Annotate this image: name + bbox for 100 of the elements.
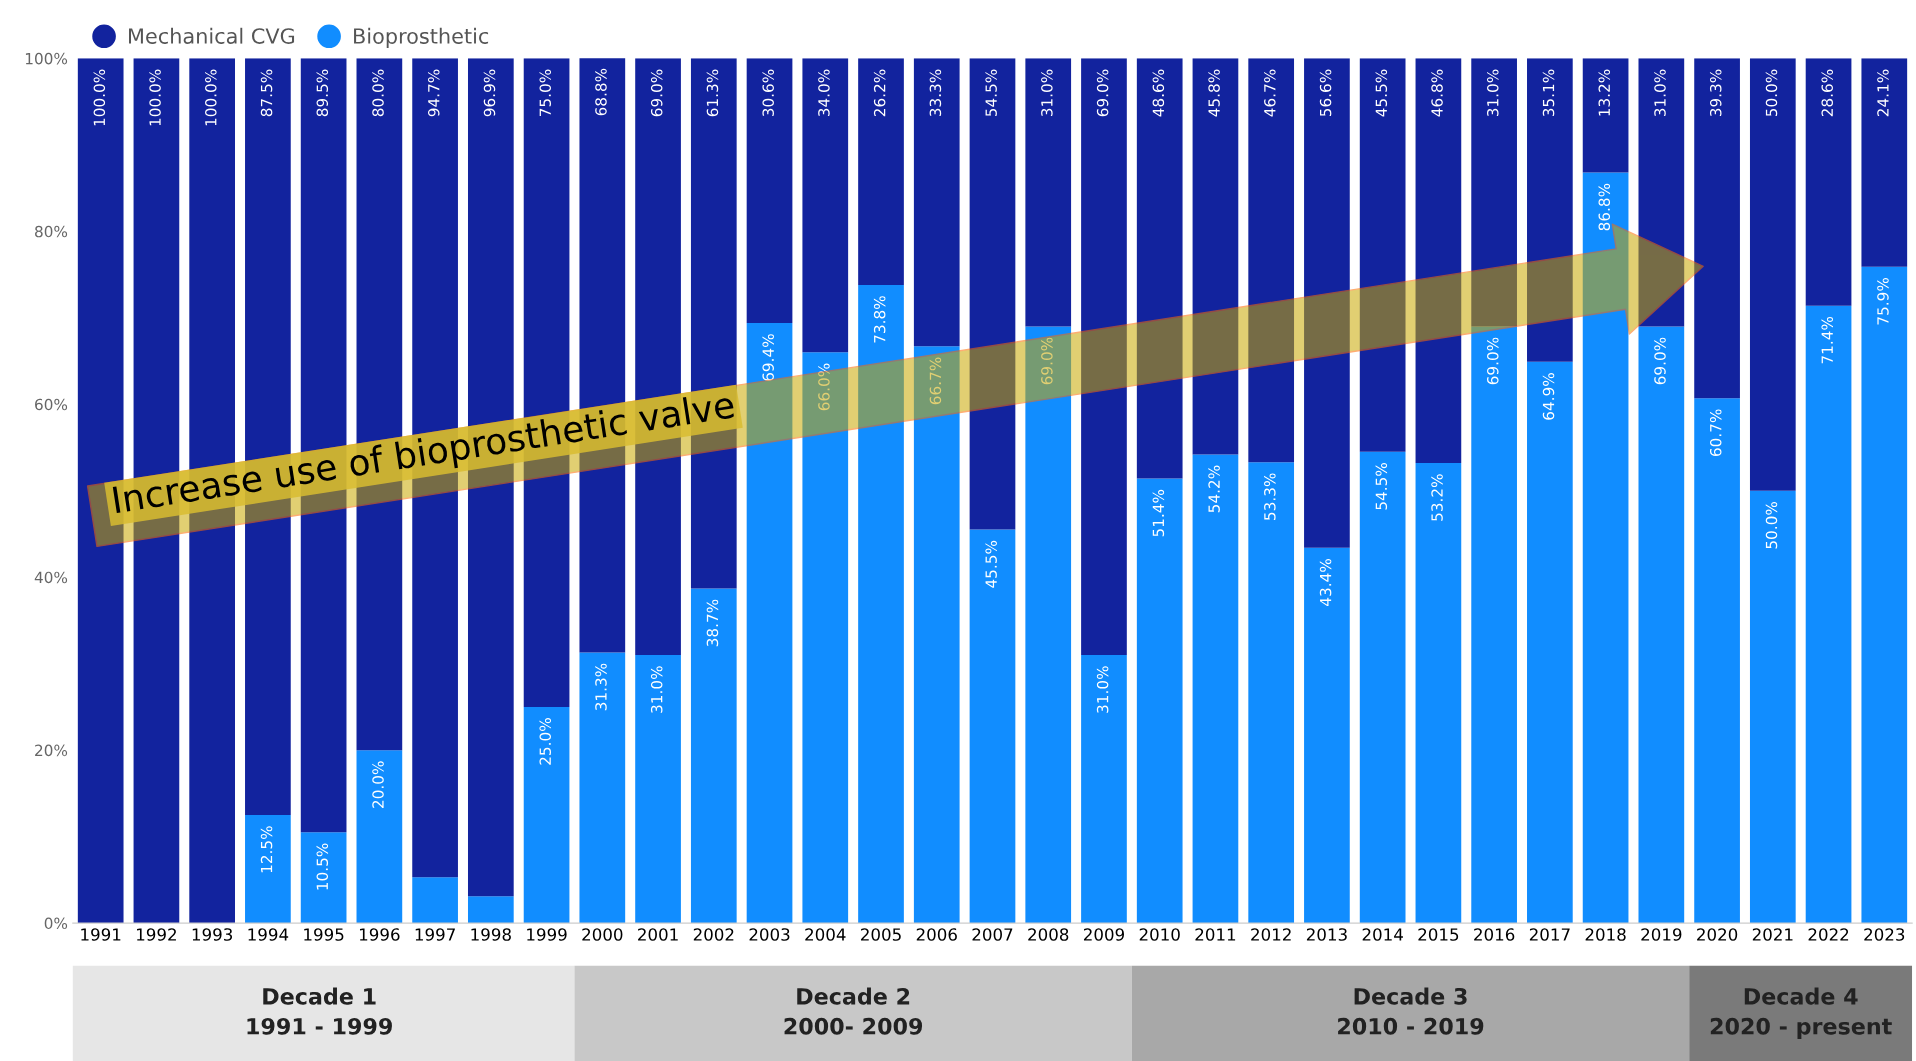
x-tick-label: 2014 bbox=[1362, 928, 1403, 941]
y-tick-label: 0% bbox=[44, 917, 68, 930]
data-label: 61.3% bbox=[706, 69, 719, 117]
x-tick-label: 1993 bbox=[192, 928, 233, 941]
y-tick-label: 80% bbox=[35, 225, 68, 238]
data-label: 54.5% bbox=[1375, 463, 1388, 510]
data-label: 48.6% bbox=[1152, 69, 1165, 117]
x-tick-label: 2003 bbox=[749, 928, 790, 941]
x-tick-label: 2001 bbox=[638, 928, 678, 941]
x-tick-label: 1997 bbox=[415, 928, 455, 941]
text: Decade 3 2010 - 2019 bbox=[1338, 987, 1484, 1035]
x-tick-label: 1996 bbox=[359, 928, 400, 941]
data-label: 33.3% bbox=[929, 69, 942, 117]
data-label: 53.2% bbox=[1431, 474, 1443, 521]
data-label: 69.0% bbox=[650, 69, 663, 117]
data-label: 56.6% bbox=[1319, 69, 1332, 117]
data-label: 53.3% bbox=[1264, 473, 1276, 520]
x-tick-label: 2017 bbox=[1529, 928, 1570, 941]
x-tick-label: 1999 bbox=[527, 928, 567, 941]
x-tick-label: 2012 bbox=[1251, 928, 1291, 941]
text: Decade 2 2000- 2009 bbox=[784, 987, 923, 1035]
data-label: 50.0% bbox=[1765, 69, 1778, 117]
data-label: 64.9% bbox=[1542, 373, 1555, 420]
data-label: 71.4% bbox=[1821, 316, 1833, 364]
x-tick-label: 2023 bbox=[1864, 928, 1905, 941]
data-label: 45.8% bbox=[1208, 69, 1220, 117]
data-label: 46.8% bbox=[1431, 69, 1443, 117]
data-label: 51.4% bbox=[1152, 489, 1165, 537]
y-tick-label: 20% bbox=[35, 744, 68, 757]
data-label: 69.4% bbox=[762, 334, 774, 381]
annotation: Increase use of bioprosthetic valve bbox=[112, 390, 736, 521]
data-label: 80.0% bbox=[372, 69, 384, 117]
data-label: 46.7% bbox=[1264, 69, 1276, 117]
data-label: 35.1% bbox=[1542, 69, 1555, 117]
x-tick-label: 2000 bbox=[582, 928, 623, 941]
data-label: 69.0% bbox=[1041, 337, 1053, 385]
data-label: 43.4% bbox=[1319, 559, 1332, 606]
y-tick-label: 40% bbox=[34, 571, 68, 584]
data-label: 94.7% bbox=[427, 69, 440, 117]
x-tick-label: 2016 bbox=[1474, 928, 1515, 941]
data-label: 68.8% bbox=[595, 68, 607, 116]
data-label: 26.2% bbox=[873, 69, 886, 117]
data-label: 60.7% bbox=[1709, 409, 1722, 457]
data-label: 66.0% bbox=[818, 363, 830, 411]
x-tick-label: 2011 bbox=[1195, 928, 1236, 941]
x-tick-label: 2018 bbox=[1585, 928, 1626, 941]
x-tick-label: 1998 bbox=[471, 928, 511, 941]
data-label: 31.0% bbox=[650, 666, 663, 713]
data-label: 69.0% bbox=[1096, 69, 1109, 117]
x-tick-label: 2007 bbox=[972, 928, 1013, 941]
data-label: 31.3% bbox=[595, 663, 607, 711]
data-label: 69.0% bbox=[1654, 337, 1666, 385]
data-label: 34.0% bbox=[818, 69, 830, 117]
data-label: 38.7% bbox=[706, 599, 719, 647]
x-tick-label: 2005 bbox=[861, 928, 901, 941]
x-tick-label: 2019 bbox=[1641, 928, 1682, 941]
data-label: 13.2% bbox=[1598, 69, 1611, 116]
x-tick-label: 2004 bbox=[805, 928, 846, 941]
data-label: 31.0% bbox=[1041, 69, 1053, 117]
x-tick-label: 2002 bbox=[693, 928, 734, 941]
data-label: 100.0% bbox=[205, 69, 217, 126]
data-label: 75.9% bbox=[1877, 277, 1889, 325]
data-label: 39.3% bbox=[1709, 69, 1722, 117]
text: Decade 1 1991 - 1999 bbox=[247, 987, 392, 1035]
x-tick-label: 2013 bbox=[1306, 928, 1347, 941]
data-label: 20.0% bbox=[372, 761, 384, 808]
data-label: 86.8% bbox=[1598, 183, 1611, 231]
legend-label: Mechanical CVG bbox=[129, 27, 295, 44]
x-tick-label: 2006 bbox=[916, 928, 957, 941]
data-label: 87.5% bbox=[260, 69, 273, 117]
data-label: 50.0% bbox=[1765, 501, 1778, 549]
x-tick-label: 2021 bbox=[1752, 928, 1793, 941]
data-label: 96.9% bbox=[483, 69, 496, 117]
data-label: 75.0% bbox=[539, 69, 552, 117]
data-label: 66.7% bbox=[929, 357, 942, 405]
data-label: 45.5% bbox=[1375, 69, 1388, 117]
data-label: 24.1% bbox=[1877, 69, 1889, 117]
data-label: 54.5% bbox=[985, 69, 997, 117]
x-tick-label: 2010 bbox=[1139, 928, 1180, 941]
data-label: 12.5% bbox=[260, 826, 273, 873]
data-label: 31.0% bbox=[1096, 666, 1109, 713]
data-label: 100.0% bbox=[149, 69, 161, 126]
x-tick-label: 2008 bbox=[1028, 928, 1069, 941]
data-label: 73.8% bbox=[873, 296, 886, 343]
x-tick-label: 1991 bbox=[81, 928, 121, 941]
x-tick-label: 2020 bbox=[1697, 928, 1738, 941]
x-tick-label: 2022 bbox=[1808, 928, 1849, 941]
data-label: 69.0% bbox=[1487, 337, 1499, 385]
data-label: 100.0% bbox=[93, 69, 106, 126]
y-tick-label: 100% bbox=[25, 52, 68, 65]
data-label: 54.2% bbox=[1208, 465, 1220, 513]
data-label: 10.5% bbox=[316, 843, 329, 890]
text: Decade 4 2020 - present bbox=[1710, 987, 1892, 1039]
data-label: 28.6% bbox=[1821, 69, 1833, 117]
data-label: 31.0% bbox=[1654, 69, 1666, 117]
x-tick-label: 1995 bbox=[304, 928, 344, 941]
x-tick-label: 2009 bbox=[1083, 928, 1124, 941]
x-tick-label: 1992 bbox=[137, 928, 176, 941]
y-tick-label: 60% bbox=[35, 398, 68, 411]
data-label: 45.5% bbox=[985, 540, 997, 588]
